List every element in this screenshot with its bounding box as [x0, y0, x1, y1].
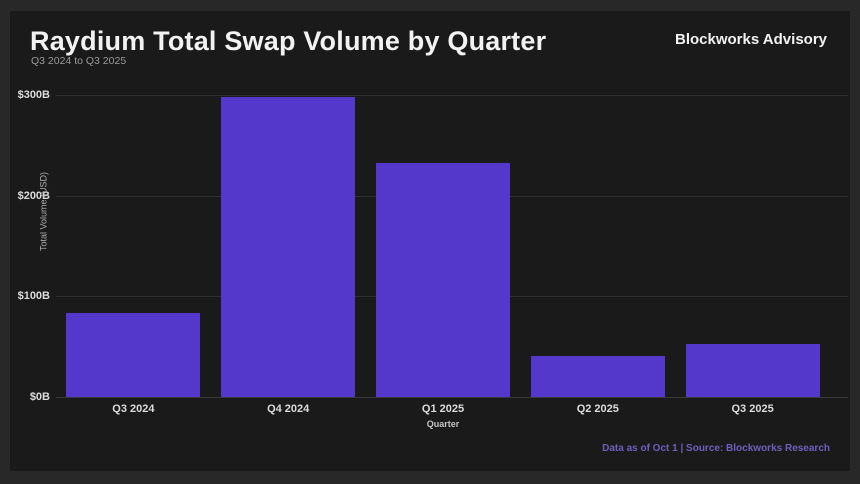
x-tick-label: Q1 2025	[421, 403, 465, 415]
chart-title: Raydium Total Swap Volume by Quarter	[30, 26, 547, 56]
y-axis-title: Total Volume (USD)	[38, 171, 49, 251]
bar-q4-2024[interactable]	[221, 97, 356, 397]
bar-q3-2024[interactable]	[66, 313, 201, 397]
x-tick-label: Q3 2024	[112, 403, 155, 415]
bar-q2-2025[interactable]	[530, 355, 665, 397]
y-tick-label: $200B	[17, 189, 50, 202]
x-tick-label: Q2 2025	[576, 403, 619, 415]
x-tick-label: Q4 2024	[267, 403, 310, 415]
y-tick-label: $100B	[17, 290, 50, 303]
brand-label: Blockworks Advisory	[675, 31, 827, 48]
y-tick-label: $300B	[17, 89, 50, 101]
bar-q1-2025[interactable]	[376, 163, 510, 397]
gridline-0	[56, 397, 848, 398]
gridline-300	[56, 95, 848, 96]
chart-subtitle: Q3 2024 to Q3 2025	[31, 55, 127, 67]
x-axis-title: Quarter	[426, 419, 460, 429]
bar-q3-2025[interactable]	[685, 343, 820, 397]
y-tick-label: $0B	[29, 391, 50, 403]
source-note: Data as of Oct 1 | Source: Blockworks Re…	[602, 443, 830, 454]
plot-area: $0B $100B $200B $300B Q3 2024 Q4 2024 Q1 2025 Q…	[18, 89, 848, 415]
x-tick-label: Q3 2025	[731, 403, 774, 415]
